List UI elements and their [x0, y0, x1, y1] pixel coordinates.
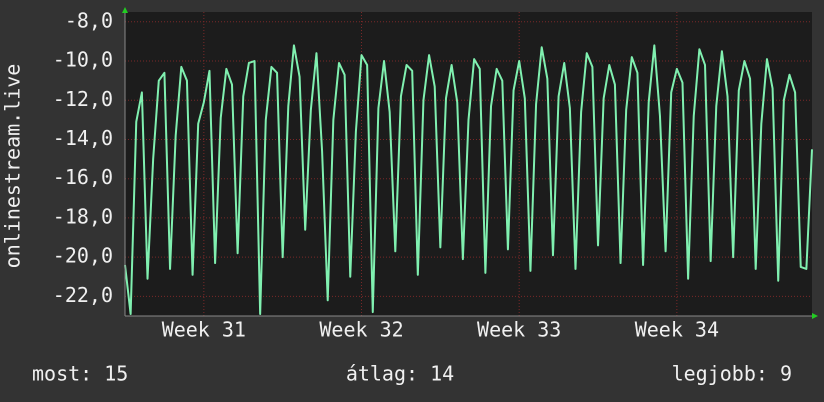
marks — [124, 44, 813, 316]
axis-arrow — [812, 313, 818, 319]
footer-average: átlag: 14 — [346, 362, 454, 386]
x-tick-label: Week 33 — [477, 318, 561, 342]
footer-best: legjobb: 9 — [672, 362, 792, 386]
x-tick-label: Week 32 — [319, 318, 403, 342]
y-tick-label: -22,0 — [53, 283, 113, 307]
data-line — [124, 44, 813, 316]
y-tick-label: -12,0 — [53, 87, 113, 111]
y-axis-label: onlinestream.live — [1, 64, 25, 269]
y-tick-label: -18,0 — [53, 204, 113, 228]
y-tick-label: -14,0 — [53, 126, 113, 150]
x-tick-label: Week 34 — [635, 318, 719, 342]
y-tick-label: -16,0 — [53, 165, 113, 189]
y-tick-label: -20,0 — [53, 244, 113, 268]
axis-arrow — [122, 7, 128, 13]
y-tick-label: -10,0 — [53, 48, 113, 72]
plot-area — [125, 12, 812, 316]
x-tick-label: Week 31 — [162, 318, 246, 342]
footer-current: most: 15 — [32, 362, 128, 386]
y-tick-label: -8,0 — [65, 8, 113, 32]
